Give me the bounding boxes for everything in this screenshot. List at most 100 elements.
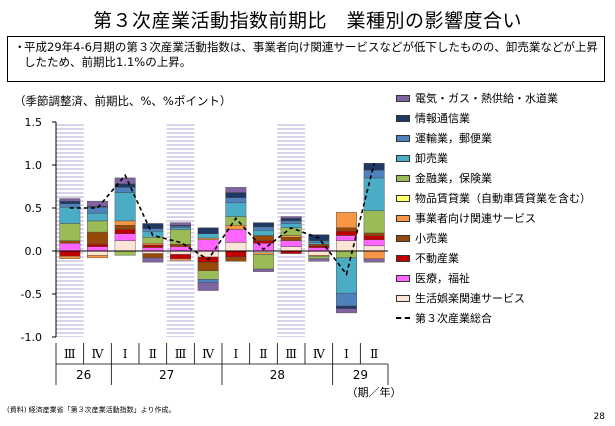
source-note: (資料) 経済産業省「第３次産業活動指数」より作成。 — [7, 406, 176, 414]
bar-segment — [59, 206, 81, 224]
bar-segment — [336, 308, 357, 314]
bar-segment — [170, 222, 191, 226]
bar-segment — [87, 200, 108, 207]
bar-segment — [59, 200, 81, 204]
bar-segment — [253, 235, 274, 241]
legend-item: 事業者向け関連サービス — [396, 210, 536, 226]
bar-segment — [253, 230, 274, 236]
legend-item: 小売業 — [396, 230, 448, 246]
bar-segment — [114, 224, 136, 230]
bar-segment — [363, 210, 385, 234]
unit-label: （季節調整済、前期比、%、%ポイント） — [14, 94, 232, 108]
legend-item: 不動産業 — [396, 250, 459, 266]
bar-segment — [142, 244, 164, 248]
x-tick-label: Ⅲ — [64, 347, 76, 361]
total-line — [69, 163, 375, 277]
bar-segment — [336, 292, 357, 307]
note-bullet: ・ — [14, 40, 26, 54]
legend-item: 物品賃貸業（自動車賃貸業を含む） — [396, 190, 591, 206]
legend-swatch — [396, 254, 410, 262]
legend-swatch — [396, 134, 410, 142]
legend-label: 小売業 — [415, 232, 448, 245]
page-title: 第３次産業活動指数前期比 業種別の影響度合い — [92, 10, 522, 32]
bar-segment — [114, 220, 136, 226]
bar-segment — [197, 279, 219, 284]
bar-segment — [280, 227, 302, 236]
bar-segment — [197, 237, 219, 241]
x-axis-label: （期／年） — [347, 385, 402, 399]
x-tick-label: Ⅰ — [233, 347, 238, 361]
legend-item: 生活娯楽関連サービス — [396, 290, 525, 306]
bar-segment — [336, 231, 357, 236]
x-tick-label: Ⅰ — [344, 347, 349, 361]
bar-segment — [225, 187, 247, 193]
year-label: 29 — [353, 368, 368, 382]
legend-label: 医療，福祉 — [415, 272, 470, 285]
bar-segment — [363, 177, 385, 211]
bar-segment — [225, 229, 247, 243]
legend-label: 運輸業，郵便業 — [415, 132, 492, 145]
bar-segment — [363, 250, 385, 259]
bar-segment — [280, 237, 302, 241]
bar-segment — [363, 239, 385, 247]
x-tick-label: Ⅳ — [92, 347, 105, 361]
bar-segment — [170, 258, 191, 261]
bar-segment — [308, 255, 330, 259]
bar-segment — [253, 222, 274, 228]
bar-segment — [336, 212, 357, 228]
bar-segment — [363, 245, 385, 252]
legend-swatch — [396, 114, 410, 122]
bar-segment — [114, 240, 136, 252]
bar-segment — [59, 198, 81, 202]
bar-segment — [197, 227, 219, 234]
y-tick-label: -1.0 — [21, 331, 42, 344]
bar-segment — [308, 242, 330, 245]
bar-segment — [59, 243, 81, 252]
bar-segment — [225, 242, 247, 252]
bar-segment — [197, 250, 219, 258]
legend-label: 第３次産業総合 — [415, 312, 492, 325]
legend-swatch — [396, 214, 410, 222]
bar-segment — [59, 203, 81, 208]
bar-segment — [87, 231, 108, 245]
bar-segment — [59, 255, 81, 259]
bar-segment — [170, 250, 191, 255]
legend-swatch — [396, 234, 410, 242]
y-tick-label: 0.0 — [25, 245, 43, 258]
y-tick-label: -0.5 — [21, 288, 42, 301]
legend-item: 電気・ガス・熱供給・水道業 — [396, 90, 558, 106]
bar-segment — [142, 228, 164, 232]
legend-item: 医療，福祉 — [396, 270, 470, 286]
bar-segment — [142, 243, 164, 246]
bar-segment — [308, 243, 330, 247]
bar-segment — [114, 229, 136, 235]
bar-segment — [197, 261, 219, 271]
x-tick-label: Ⅰ — [123, 347, 128, 361]
legend-label: 電気・ガス・熱供給・水道業 — [415, 92, 558, 105]
bar-segment — [87, 243, 108, 247]
bar-segment — [225, 202, 247, 217]
bar-segment — [197, 282, 219, 291]
bar-segment — [114, 233, 136, 241]
bar-segment — [197, 270, 219, 280]
legend-label: 金融業，保険業 — [415, 172, 492, 185]
bar-segment — [363, 232, 385, 236]
legend-swatch — [396, 94, 410, 102]
bar-segment — [170, 246, 191, 252]
x-tick-label: Ⅱ — [149, 347, 157, 361]
bar-segment — [87, 255, 108, 259]
bar-segment — [170, 254, 191, 259]
bar-segment — [142, 253, 164, 259]
bar-segment — [363, 169, 385, 179]
bar-segment — [142, 247, 164, 252]
bar-segment — [253, 240, 274, 244]
bar-segment — [87, 206, 108, 214]
legend-label: 生活娯楽関連サービス — [415, 292, 525, 305]
bar-segment — [87, 246, 108, 252]
y-tick-label: 1.5 — [25, 116, 43, 129]
x-tick-label: Ⅲ — [175, 347, 187, 361]
bar-segment — [280, 220, 302, 224]
bar-segment — [59, 250, 81, 257]
bar-segment — [142, 237, 164, 244]
bar-segment — [308, 258, 330, 262]
